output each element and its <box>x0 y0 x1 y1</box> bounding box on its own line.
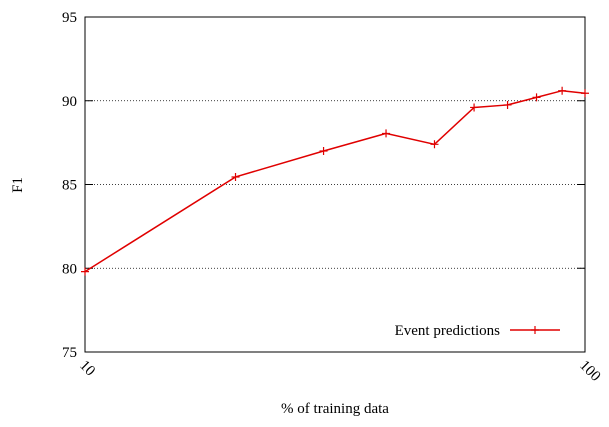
line <box>84 89 586 273</box>
point-marker <box>470 103 479 112</box>
point-marker <box>319 147 328 155</box>
x-axis-label: % of training data <box>281 401 389 417</box>
point-marker <box>581 89 589 98</box>
point-marker <box>503 100 512 109</box>
point-marker <box>382 129 391 138</box>
y-tick-label: 80 <box>62 261 77 277</box>
plot-frame <box>84 16 586 353</box>
y-tick-label: 95 <box>62 10 77 26</box>
y-tick-label: 85 <box>62 178 77 194</box>
y-axis-label: F1 <box>10 177 26 193</box>
point-marker <box>558 86 567 95</box>
y-tick-label: 75 <box>62 345 77 361</box>
point-marker <box>81 267 89 276</box>
point-marker <box>532 93 541 102</box>
x-tick-label: 10 <box>76 358 98 380</box>
point-marker <box>430 140 439 149</box>
x-tick-label: 100 <box>576 358 603 385</box>
legend-label: Event predictions <box>395 323 501 339</box>
legend-swatch <box>531 326 539 334</box>
point-marker <box>231 172 240 181</box>
y-tick-label: 90 <box>62 94 77 110</box>
